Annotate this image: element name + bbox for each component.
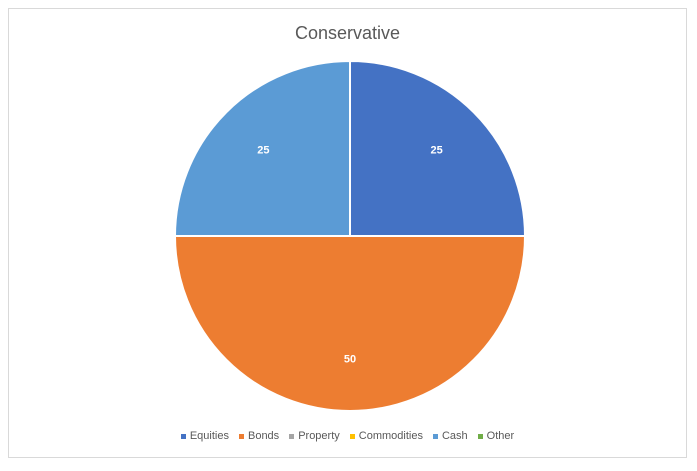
legend-swatch: [289, 433, 295, 439]
legend-swatch: [477, 433, 483, 439]
legend-item-commodities: Commodities: [349, 430, 423, 442]
legend-swatch: [180, 433, 186, 439]
data-label-equities: 25: [430, 144, 442, 156]
pie-slice-bonds: [173, 235, 527, 412]
chart-legend: Equities Bonds Property Commodities Cash Othe…: [9, 430, 686, 442]
legend-swatch: [432, 433, 438, 439]
legend-item-bonds: Bonds: [238, 430, 280, 442]
pie-slice-cash: [173, 59, 351, 237]
legend-label: Property: [298, 430, 340, 442]
legend-item-equities: Equities: [180, 430, 229, 442]
legend-label: Bonds: [247, 430, 280, 442]
legend-swatch: [238, 433, 244, 439]
legend-swatch: [349, 433, 355, 439]
pie-chart: 25 50 25: [173, 59, 527, 412]
chart-title: Conservative: [294, 23, 401, 43]
legend-item-cash: Cash: [432, 430, 468, 442]
legend-item-other: Other: [477, 430, 515, 442]
legend-label: Cash: [441, 430, 468, 442]
legend-label: Other: [486, 430, 515, 442]
legend-item-property: Property: [289, 430, 340, 442]
chart-area: Conservative 25 50 25 Equities Bonds Propert…: [8, 8, 687, 458]
legend-label: Equities: [189, 430, 229, 442]
data-label-bonds: 50: [344, 354, 356, 366]
legend-label: Commodities: [358, 430, 423, 442]
data-label-cash: 25: [257, 144, 269, 156]
pie-slice-equities: [349, 59, 527, 237]
